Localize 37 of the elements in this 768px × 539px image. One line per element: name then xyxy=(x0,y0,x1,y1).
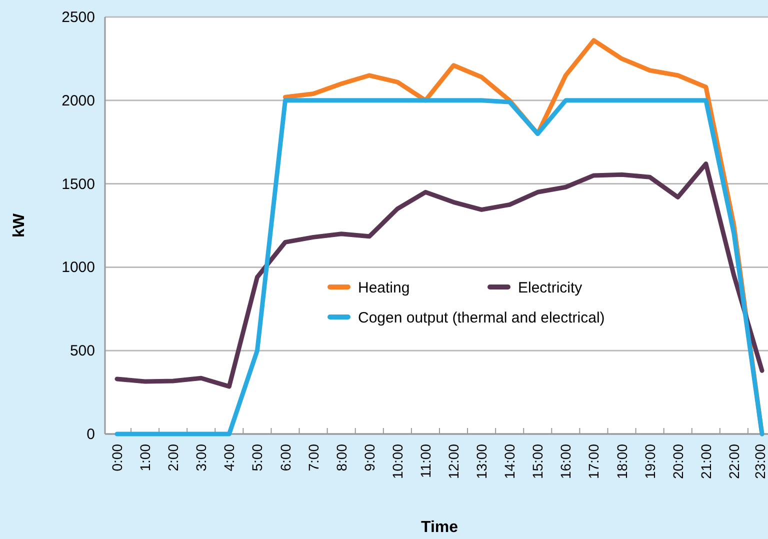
x-tick-label: 17:00 xyxy=(586,444,602,480)
x-tick-label: 11:00 xyxy=(417,444,434,478)
x-tick-label: 20:00 xyxy=(670,444,686,480)
y-tick-label: 500 xyxy=(70,342,95,360)
x-tick-label: 1:00 xyxy=(137,444,154,472)
y-tick-label: 0 xyxy=(86,426,95,443)
x-tick-label: 23:00 xyxy=(752,444,768,480)
x-tick-label: 2:00 xyxy=(165,444,182,472)
x-tick-label: 19:00 xyxy=(642,444,658,480)
y-tick-label: 1500 xyxy=(62,176,95,193)
x-tick-label: 7:00 xyxy=(305,444,322,472)
x-tick-label: 14:00 xyxy=(502,444,518,480)
x-tick-label: 3:00 xyxy=(193,444,210,472)
legend-label: Heating xyxy=(358,280,410,296)
x-tick-label: 21:00 xyxy=(698,444,714,480)
y-tick-label: 2500 xyxy=(62,9,95,26)
y-tick-label: 1000 xyxy=(62,259,95,276)
x-tick-label: 4:00 xyxy=(221,444,238,472)
x-tick-label: 13:00 xyxy=(474,444,490,480)
x-tick-label: 10:00 xyxy=(389,444,406,480)
x-tick-label: 6:00 xyxy=(277,444,294,472)
x-tick-label: 12:00 xyxy=(446,444,462,480)
line-series xyxy=(114,98,764,436)
x-tick-label: 16:00 xyxy=(558,444,574,480)
y-axis-title: kW xyxy=(11,212,28,238)
y-tick-label: 2000 xyxy=(62,92,95,110)
legend-label: Cogen output (thermal and electrical) xyxy=(358,310,605,326)
x-tick-label: 0:00 xyxy=(109,444,125,472)
line-series xyxy=(114,162,764,389)
x-tick-label: 5:00 xyxy=(249,444,266,472)
x-tick-label: 8:00 xyxy=(333,444,350,472)
legend-label: Electricity xyxy=(518,280,583,296)
x-tick-label: 22:00 xyxy=(726,444,742,480)
x-tick-label: 15:00 xyxy=(530,444,546,480)
x-axis-title: Time xyxy=(420,519,458,536)
x-tick-label: 18:00 xyxy=(614,444,630,480)
x-tick-label: 9:00 xyxy=(361,444,378,472)
